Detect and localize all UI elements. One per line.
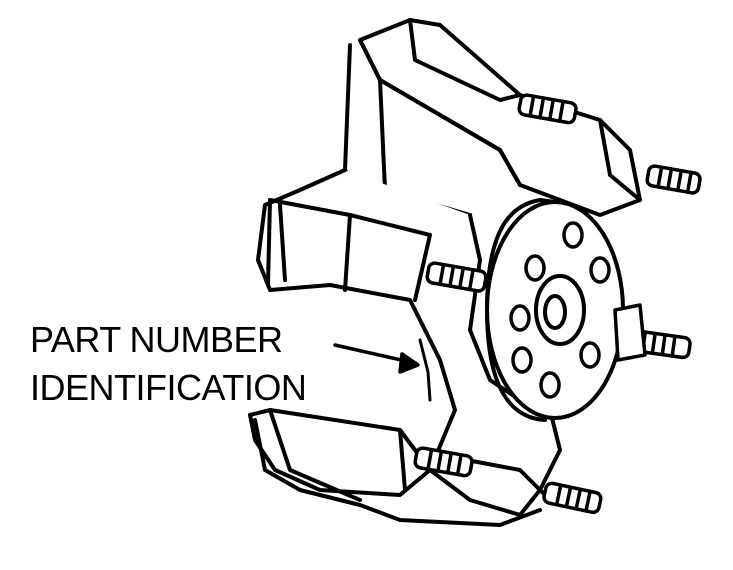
- lower-flange-arm: [248, 408, 547, 527]
- lug-holes: [509, 221, 611, 399]
- lug-hole: [509, 304, 531, 332]
- stud: [645, 164, 702, 195]
- stud: [517, 93, 578, 125]
- callout-label-line-1: PART NUMBER: [30, 319, 283, 360]
- hub-body: [256, 168, 562, 517]
- lug-hole: [589, 256, 611, 284]
- stud: [542, 481, 603, 515]
- leader-line: [333, 343, 412, 364]
- lug-hole: [524, 254, 546, 282]
- stud: [425, 261, 488, 293]
- stud: [413, 446, 474, 478]
- wheel-studs: [413, 93, 702, 515]
- lug-hole: [539, 371, 561, 399]
- lug-hole: [579, 341, 601, 369]
- callout-label-line-2: IDENTIFICATION: [30, 367, 307, 408]
- upper-flange-arm: [343, 18, 642, 217]
- leader-arrowhead: [398, 352, 420, 374]
- lug-hole: [562, 221, 584, 249]
- callout-leader: [333, 338, 432, 402]
- lug-hole: [511, 346, 533, 374]
